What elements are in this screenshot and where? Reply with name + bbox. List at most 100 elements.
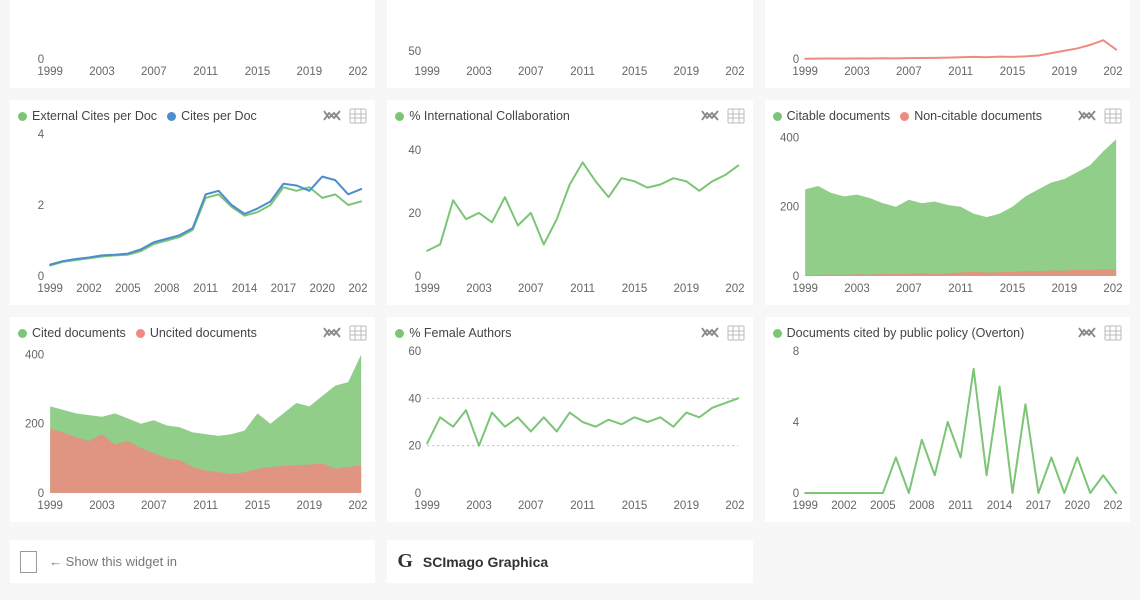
- panel-cited-uncited: Cited documents Uncited documents 0 200 40…: [10, 317, 375, 522]
- svg-text:0: 0: [38, 271, 44, 283]
- svg-text:2008: 2008: [154, 283, 180, 295]
- svg-text:2015: 2015: [245, 66, 271, 78]
- svg-text:2011: 2011: [571, 500, 596, 512]
- svg-text:1999: 1999: [792, 283, 818, 295]
- svg-text:1999: 1999: [37, 500, 63, 512]
- svg-text:200: 200: [25, 419, 44, 431]
- svg-text:4: 4: [792, 417, 799, 429]
- svg-text:1999: 1999: [792, 66, 818, 78]
- svg-text:0: 0: [38, 54, 44, 66]
- widget-box: ← Show this widget in: [10, 540, 375, 583]
- scimago-label: SCImago Graphica: [423, 554, 548, 570]
- trend-icon[interactable]: [1078, 325, 1096, 341]
- svg-text:0: 0: [792, 488, 798, 500]
- svg-text:1999: 1999: [37, 283, 63, 295]
- svg-text:2007: 2007: [896, 66, 922, 78]
- panel-female-authors: % Female Authors 02040601999200320072011…: [387, 317, 752, 522]
- svg-text:1999: 1999: [415, 500, 441, 512]
- table-view-icon[interactable]: [727, 108, 745, 124]
- svg-text:2005: 2005: [115, 283, 141, 295]
- svg-text:2003: 2003: [467, 283, 493, 295]
- svg-text:0: 0: [38, 488, 44, 500]
- svg-text:2003: 2003: [844, 66, 870, 78]
- svg-text:2023: 2023: [726, 283, 745, 295]
- legend-item-label: Uncited documents: [150, 326, 257, 340]
- svg-text:2007: 2007: [518, 66, 544, 78]
- svg-text:2007: 2007: [896, 283, 922, 295]
- svg-text:2014: 2014: [232, 283, 258, 295]
- svg-text:0: 0: [415, 271, 421, 283]
- svg-text:2019: 2019: [1051, 283, 1077, 295]
- svg-text:2020: 2020: [309, 283, 335, 295]
- panel-overton: Documents cited by public policy (Overto…: [765, 317, 1130, 522]
- trend-icon[interactable]: [701, 325, 719, 341]
- table-view-icon[interactable]: [1104, 108, 1122, 124]
- panel-cites-per-doc: External Cites per Doc Cites per Doc 024…: [10, 100, 375, 305]
- svg-text:2019: 2019: [1051, 66, 1077, 78]
- svg-text:2011: 2011: [948, 500, 973, 512]
- svg-text:2011: 2011: [193, 66, 218, 78]
- svg-text:2020: 2020: [1064, 500, 1090, 512]
- svg-text:2007: 2007: [518, 283, 544, 295]
- svg-text:2011: 2011: [571, 66, 596, 78]
- trend-icon[interactable]: [1078, 108, 1096, 124]
- svg-text:40: 40: [409, 145, 422, 157]
- svg-text:2019: 2019: [674, 500, 700, 512]
- svg-text:0: 0: [792, 54, 798, 66]
- svg-text:2011: 2011: [571, 283, 596, 295]
- svg-text:2015: 2015: [999, 283, 1025, 295]
- bottom-row: ← Show this widget in G SCImago Graphica: [0, 540, 1140, 583]
- legend: External Cites per Doc Cites per Doc: [18, 109, 257, 123]
- svg-text:1999: 1999: [37, 66, 63, 78]
- svg-text:1999: 1999: [415, 283, 441, 295]
- svg-text:2017: 2017: [1025, 500, 1051, 512]
- svg-text:20: 20: [409, 441, 422, 453]
- table-view-icon[interactable]: [727, 325, 745, 341]
- legend-item-label: % International Collaboration: [409, 109, 570, 123]
- svg-text:2003: 2003: [89, 66, 115, 78]
- svg-text:2003: 2003: [467, 500, 493, 512]
- svg-text:2003: 2003: [844, 283, 870, 295]
- trend-icon[interactable]: [323, 325, 341, 341]
- svg-text:2002: 2002: [831, 500, 857, 512]
- svg-text:2015: 2015: [245, 500, 271, 512]
- svg-text:2007: 2007: [518, 500, 544, 512]
- trend-icon[interactable]: [701, 108, 719, 124]
- svg-text:2017: 2017: [271, 283, 297, 295]
- svg-text:2023: 2023: [726, 66, 745, 78]
- svg-text:40: 40: [409, 393, 422, 405]
- svg-text:50: 50: [409, 46, 422, 58]
- legend-item-label: External Cites per Doc: [32, 109, 157, 123]
- svg-text:2007: 2007: [141, 500, 167, 512]
- svg-text:2014: 2014: [986, 500, 1012, 512]
- show-widget-link[interactable]: ← Show this widget in: [49, 554, 177, 569]
- svg-text:2019: 2019: [297, 500, 323, 512]
- panel-2: 501999200320072011201520192023: [387, 0, 752, 88]
- widget-thumb: [20, 551, 37, 573]
- legend-item-label: Documents cited by public policy (Overto…: [787, 326, 1025, 340]
- svg-text:2023: 2023: [1103, 283, 1122, 295]
- svg-text:2008: 2008: [909, 500, 935, 512]
- table-view-icon[interactable]: [349, 325, 367, 341]
- svg-text:400: 400: [25, 349, 44, 361]
- chart-grid: 01999200320072011201520192023 5019992003…: [0, 0, 1140, 532]
- svg-text:1999: 1999: [792, 500, 818, 512]
- scimago-graphica[interactable]: G SCImago Graphica: [387, 540, 752, 583]
- svg-text:8: 8: [792, 346, 798, 358]
- table-view-icon[interactable]: [1104, 325, 1122, 341]
- svg-text:4: 4: [38, 129, 45, 141]
- svg-text:2002: 2002: [76, 283, 102, 295]
- panel-1: 01999200320072011201520192023: [10, 0, 375, 88]
- svg-text:2019: 2019: [674, 283, 700, 295]
- svg-text:2019: 2019: [674, 66, 700, 78]
- trend-icon[interactable]: [323, 108, 341, 124]
- svg-text:2023: 2023: [348, 66, 367, 78]
- svg-text:2011: 2011: [193, 283, 218, 295]
- table-view-icon[interactable]: [349, 108, 367, 124]
- svg-text:2023: 2023: [1103, 500, 1122, 512]
- svg-text:2015: 2015: [622, 500, 648, 512]
- svg-text:2023: 2023: [348, 500, 367, 512]
- svg-text:2011: 2011: [193, 500, 218, 512]
- legend-item-label: Cited documents: [32, 326, 126, 340]
- legend-item-label: % Female Authors: [409, 326, 511, 340]
